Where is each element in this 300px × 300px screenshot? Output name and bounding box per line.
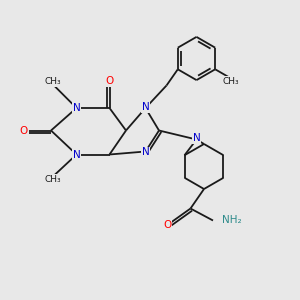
Text: O: O — [163, 220, 171, 230]
Text: CH₃: CH₃ — [44, 77, 61, 86]
Text: N: N — [142, 102, 149, 112]
Text: N: N — [73, 149, 80, 160]
Text: N: N — [73, 103, 80, 113]
Text: O: O — [105, 76, 114, 86]
Text: N: N — [142, 147, 149, 158]
Text: CH₃: CH₃ — [44, 175, 61, 184]
Text: CH₃: CH₃ — [223, 76, 239, 86]
Text: O: O — [20, 125, 28, 136]
Text: N: N — [193, 133, 200, 143]
Text: NH₂: NH₂ — [222, 215, 242, 225]
